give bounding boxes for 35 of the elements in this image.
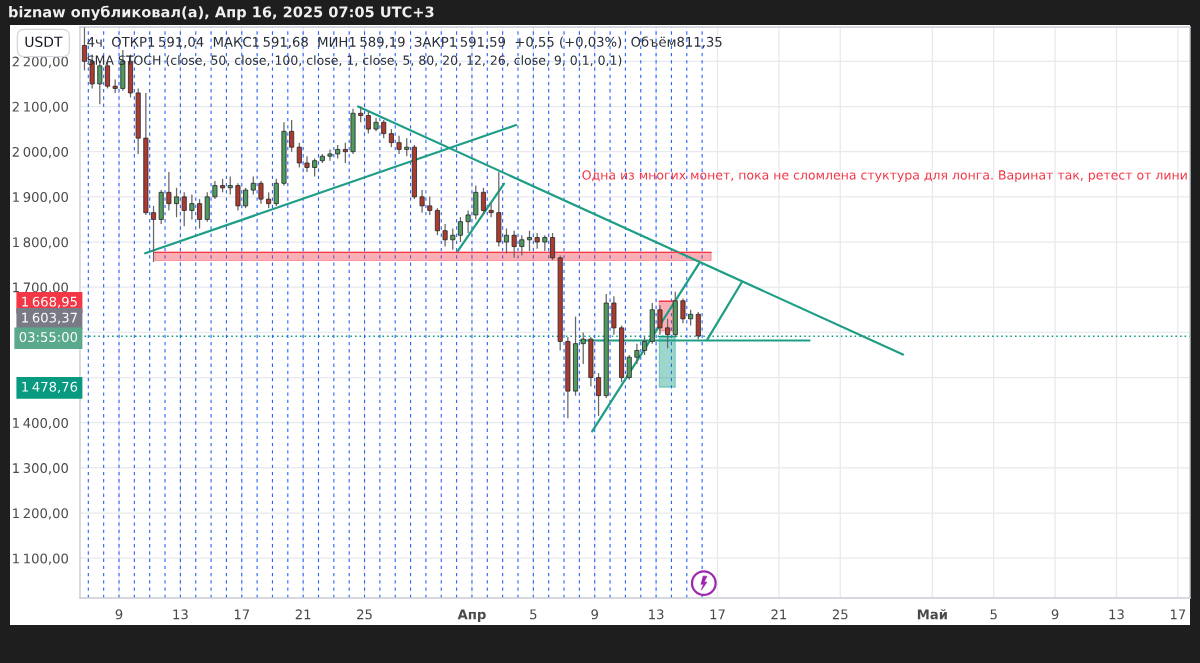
x-tick-label: 17 <box>1170 609 1186 620</box>
x-tick-label: 9 <box>115 609 123 620</box>
x-tick-label: 13 <box>1109 609 1124 620</box>
y-tick-label: 2 200,00 <box>12 56 69 68</box>
x-tick-label: Май <box>917 609 947 620</box>
y-tick-label: 1 200,00 <box>13 508 69 520</box>
y-tick-label: 2 000,00 <box>12 146 69 159</box>
x-tick-label: 25 <box>357 609 372 620</box>
y-tick-label: 1 900,00 <box>13 192 69 204</box>
y-tick-label: 1 800,00 <box>13 237 69 249</box>
y-axis-title: USDT <box>25 36 63 48</box>
x-tick-label: Апр <box>457 609 486 622</box>
y-tick-label: 1 400,00 <box>13 417 69 430</box>
x-tick-label: 13 <box>649 609 664 620</box>
y-tick-label: 1 100,00 <box>13 553 69 565</box>
x-tick-label: 9 <box>1051 609 1059 620</box>
x-tick-label: 9 <box>591 609 598 620</box>
text: 03:55:00 <box>19 332 78 343</box>
x-tick-label: 25 <box>832 609 848 620</box>
y-tick-label: 1 300,00 <box>13 463 69 475</box>
text: 1 478,76 <box>22 381 78 394</box>
y-tick-label: 1 700,00 <box>13 282 69 294</box>
x-tick-label: 5 <box>530 609 537 620</box>
x-tick-label: 17 <box>234 609 250 620</box>
x-tick-label: 5 <box>990 609 997 620</box>
x-tick-label: 21 <box>771 609 787 620</box>
y-tick-label: 2 100,00 <box>12 101 69 114</box>
annotation: Одна из многих монет, пока не сломлена стуктура для лонга. Варинат так, ретест от лини <box>582 170 1187 183</box>
text: 4ч ОТКР1 591,04 МАКС1 591,68 МИН1 589,19 ЗАКР1 591,59 +0,55 (+0,03%) Объём811,35 <box>87 36 722 49</box>
x-tick-label: 21 <box>295 609 311 620</box>
text: 1 603,37 <box>22 312 77 324</box>
chart-title: biznaw опубликовал(а), Апр 16, 2025 07:05 UTC+3 <box>9 5 434 21</box>
text: 1 668,95 <box>22 296 77 308</box>
x-tick-label: 17 <box>710 609 725 620</box>
x-tick-label: 13 <box>173 609 188 620</box>
